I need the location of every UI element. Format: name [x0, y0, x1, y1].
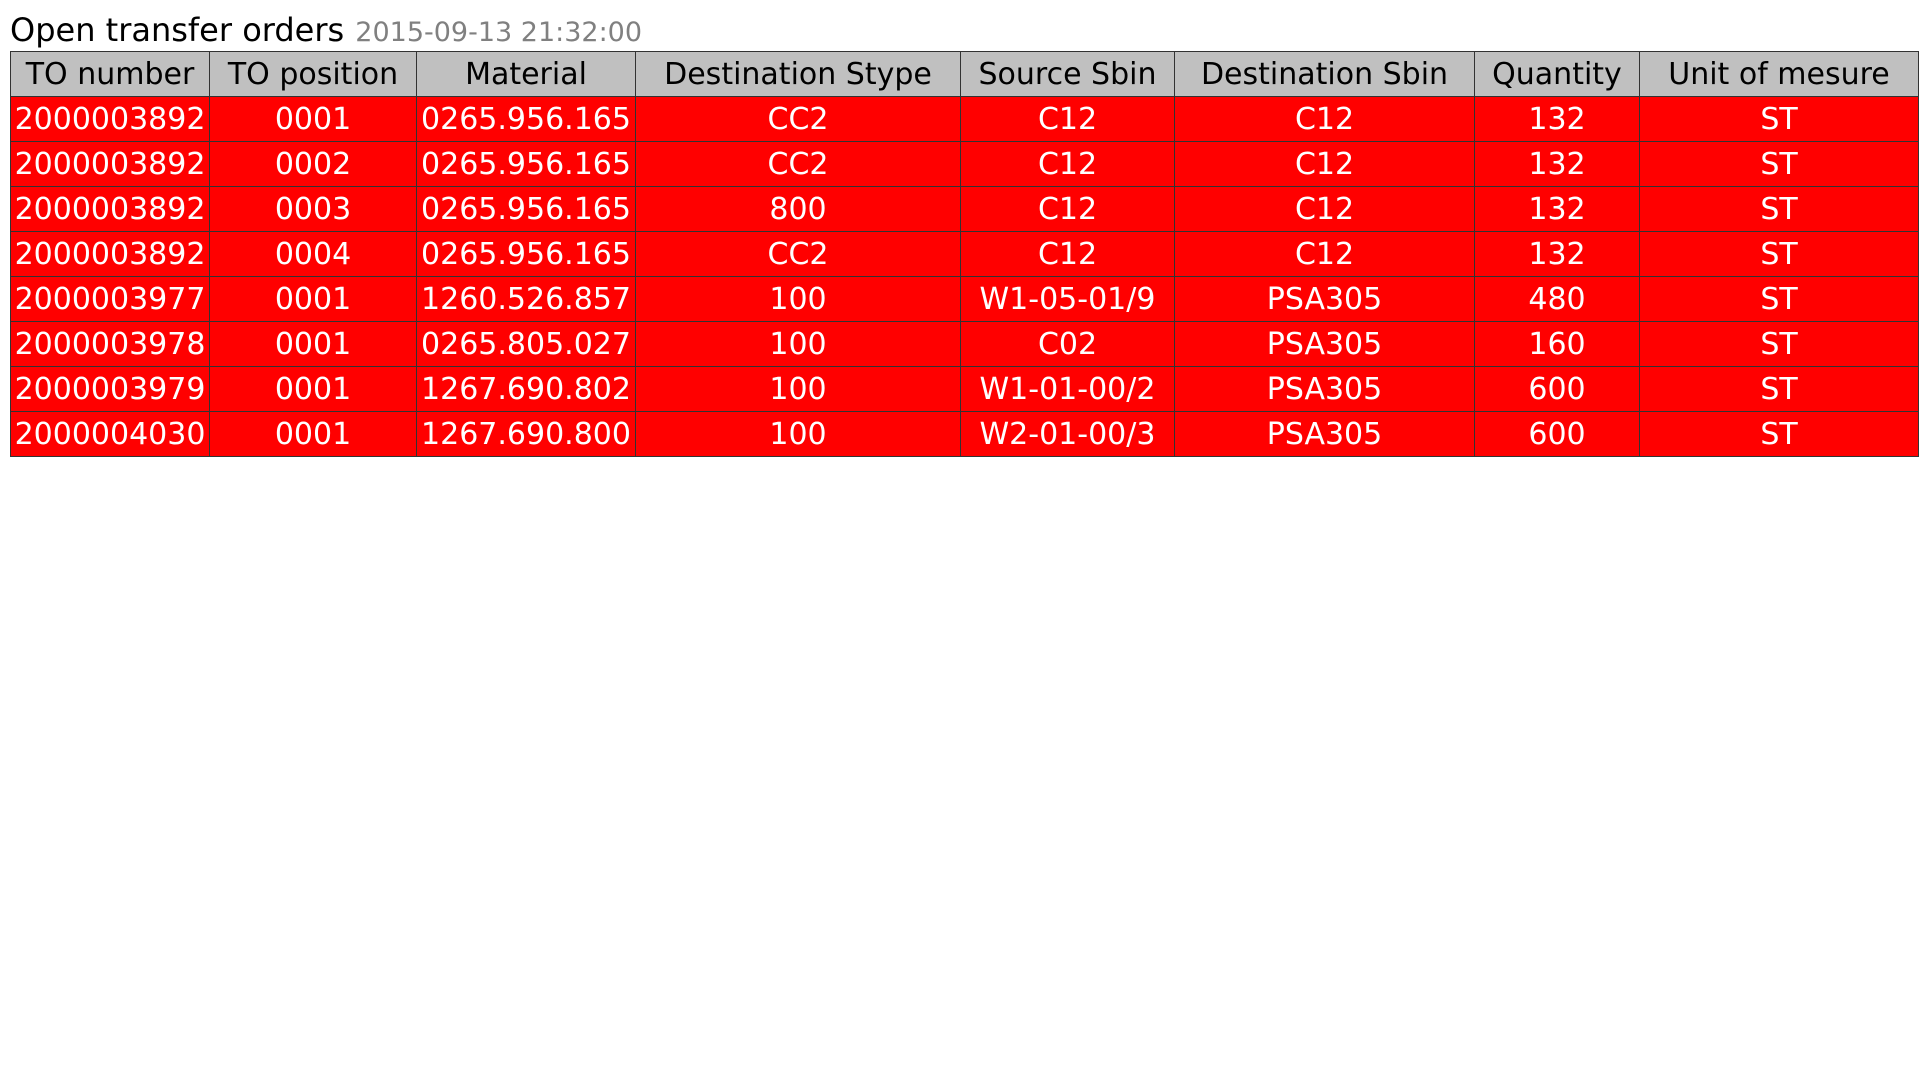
title-row: Open transfer orders 2015-09-13 21:32:00 — [10, 10, 1918, 50]
cell-destination-sbin: C12 — [1174, 231, 1475, 277]
table-row[interactable]: 2000003892 0004 0265.956.165 CC2 C12 C12 132 ST — [10, 231, 1919, 277]
page: Open transfer orders 2015-09-13 21:32:00… — [10, 10, 1919, 457]
column-header-destination-sbin: Destination Sbin — [1174, 51, 1475, 97]
cell-material: 1267.690.802 — [416, 366, 636, 412]
header-row: TO number TO position Material Destinati… — [10, 51, 1919, 97]
cell-destination-stype: CC2 — [635, 231, 961, 277]
cell-destination-sbin: PSA305 — [1174, 411, 1475, 457]
timestamp: 2015-09-13 21:32:00 — [355, 17, 643, 48]
cell-material: 0265.956.165 — [416, 96, 636, 142]
cell-to-position: 0004 — [209, 231, 417, 277]
cell-to-position: 0001 — [209, 411, 417, 457]
table-row[interactable]: 2000004030 0001 1267.690.800 100 W2-01-00/3 P… — [10, 411, 1919, 457]
cell-destination-stype: CC2 — [635, 96, 961, 142]
cell-destination-stype: 100 — [635, 411, 961, 457]
cell-material: 0265.956.165 — [416, 141, 636, 187]
cell-material: 1260.526.857 — [416, 276, 636, 322]
cell-source-sbin: W1-01-00/2 — [960, 366, 1175, 412]
cell-to-number: 2000003979 — [10, 366, 210, 412]
transfer-orders-table: TO number TO position Material Destinati… — [10, 51, 1919, 457]
table-row[interactable]: 2000003979 0001 1267.690.802 100 W1-01-00/2 P… — [10, 366, 1919, 412]
cell-destination-sbin: C12 — [1174, 96, 1475, 142]
cell-destination-stype: 100 — [635, 366, 961, 412]
cell-destination-sbin: C12 — [1174, 186, 1475, 232]
cell-unit-of-measure: ST — [1639, 366, 1919, 412]
column-header-source-sbin: Source Sbin — [960, 51, 1175, 97]
cell-unit-of-measure: ST — [1639, 321, 1919, 367]
cell-unit-of-measure: ST — [1639, 411, 1919, 457]
cell-destination-stype: 800 — [635, 186, 961, 232]
cell-to-number: 2000003892 — [10, 186, 210, 232]
cell-unit-of-measure: ST — [1639, 231, 1919, 277]
cell-to-position: 0001 — [209, 321, 417, 367]
cell-destination-sbin: C12 — [1174, 141, 1475, 187]
cell-source-sbin: C12 — [960, 186, 1175, 232]
cell-destination-sbin: PSA305 — [1174, 321, 1475, 367]
table-row[interactable]: 2000003978 0001 0265.805.027 100 C02 PSA305 16… — [10, 321, 1919, 367]
cell-quantity: 132 — [1474, 186, 1640, 232]
cell-to-number: 2000003892 — [10, 141, 210, 187]
column-header-quantity: Quantity — [1474, 51, 1640, 97]
cell-destination-sbin: PSA305 — [1174, 276, 1475, 322]
column-header-unit-of-measure: Unit of mesure — [1639, 51, 1919, 97]
cell-to-number: 2000003892 — [10, 96, 210, 142]
cell-source-sbin: W2-01-00/3 — [960, 411, 1175, 457]
cell-to-number: 2000003977 — [10, 276, 210, 322]
cell-destination-stype: 100 — [635, 276, 961, 322]
cell-destination-sbin: PSA305 — [1174, 366, 1475, 412]
cell-to-position: 0002 — [209, 141, 417, 187]
page-title: Open transfer orders — [10, 11, 345, 49]
cell-to-position: 0001 — [209, 276, 417, 322]
cell-material: 0265.956.165 — [416, 231, 636, 277]
cell-source-sbin: C12 — [960, 231, 1175, 277]
cell-unit-of-measure: ST — [1639, 276, 1919, 322]
table-header: TO number TO position Material Destinati… — [10, 51, 1919, 97]
cell-to-number: 2000003978 — [10, 321, 210, 367]
cell-source-sbin: C12 — [960, 96, 1175, 142]
table-row[interactable]: 2000003892 0003 0265.956.165 800 C12 C12 132 ST — [10, 186, 1919, 232]
cell-to-position: 0003 — [209, 186, 417, 232]
cell-unit-of-measure: ST — [1639, 141, 1919, 187]
cell-source-sbin: C02 — [960, 321, 1175, 367]
cell-quantity: 600 — [1474, 366, 1640, 412]
table-row[interactable]: 2000003892 0001 0265.956.165 CC2 C12 C12 132 ST — [10, 96, 1919, 142]
cell-to-number: 2000003892 — [10, 231, 210, 277]
cell-to-position: 0001 — [209, 366, 417, 412]
cell-quantity: 600 — [1474, 411, 1640, 457]
cell-quantity: 132 — [1474, 231, 1640, 277]
table-body: 2000003892 0001 0265.956.165 CC2 C12 C12 132 ST… — [10, 96, 1919, 457]
column-header-to-number: TO number — [10, 51, 210, 97]
cell-material: 0265.956.165 — [416, 186, 636, 232]
column-header-to-position: TO position — [209, 51, 417, 97]
cell-quantity: 160 — [1474, 321, 1640, 367]
cell-source-sbin: C12 — [960, 141, 1175, 187]
cell-unit-of-measure: ST — [1639, 186, 1919, 232]
table-row[interactable]: 2000003977 0001 1260.526.857 100 W1-05-01/9 P… — [10, 276, 1919, 322]
cell-to-position: 0001 — [209, 96, 417, 142]
cell-quantity: 480 — [1474, 276, 1640, 322]
cell-material: 1267.690.800 — [416, 411, 636, 457]
cell-material: 0265.805.027 — [416, 321, 636, 367]
cell-quantity: 132 — [1474, 141, 1640, 187]
table-row[interactable]: 2000003892 0002 0265.956.165 CC2 C12 C12 132 ST — [10, 141, 1919, 187]
cell-to-number: 2000004030 — [10, 411, 210, 457]
cell-quantity: 132 — [1474, 96, 1640, 142]
column-header-destination-stype: Destination Stype — [635, 51, 961, 97]
cell-unit-of-measure: ST — [1639, 96, 1919, 142]
cell-destination-stype: CC2 — [635, 141, 961, 187]
column-header-material: Material — [416, 51, 636, 97]
cell-destination-stype: 100 — [635, 321, 961, 367]
cell-source-sbin: W1-05-01/9 — [960, 276, 1175, 322]
